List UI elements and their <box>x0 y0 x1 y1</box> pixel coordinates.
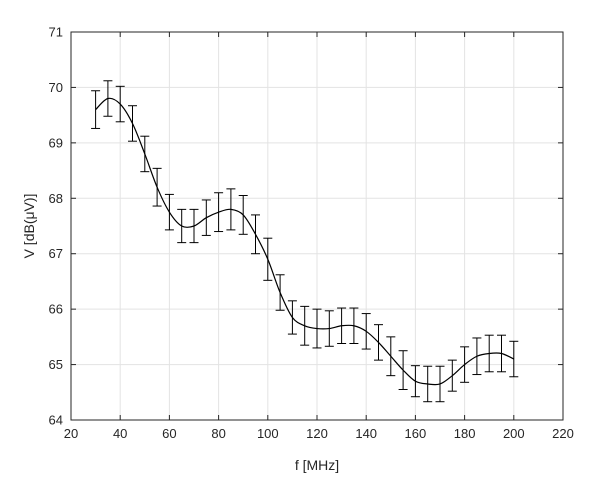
x-tick-label: 60 <box>162 426 176 441</box>
x-tick-label: 80 <box>211 426 225 441</box>
y-tick-label: 65 <box>49 357 63 372</box>
x-tick-label: 40 <box>113 426 127 441</box>
y-tick-label: 64 <box>49 413 63 428</box>
x-tick-label: 140 <box>355 426 377 441</box>
x-tick-label: 220 <box>552 426 574 441</box>
x-axis-label: f [MHz] <box>295 457 339 473</box>
y-tick-label: 71 <box>49 25 63 40</box>
x-tick-label: 180 <box>454 426 476 441</box>
y-tick-label: 70 <box>49 80 63 95</box>
y-tick-label: 67 <box>49 246 63 261</box>
y-axis-label: V [dB(μV)] <box>21 194 37 259</box>
x-tick-label: 120 <box>306 426 328 441</box>
x-tick-label: 160 <box>405 426 427 441</box>
x-tick-label: 200 <box>503 426 525 441</box>
x-tick-label: 100 <box>257 426 279 441</box>
y-tick-label: 68 <box>49 191 63 206</box>
x-tick-label: 20 <box>64 426 78 441</box>
y-tick-label: 69 <box>49 135 63 150</box>
y-tick-label: 66 <box>49 302 63 317</box>
